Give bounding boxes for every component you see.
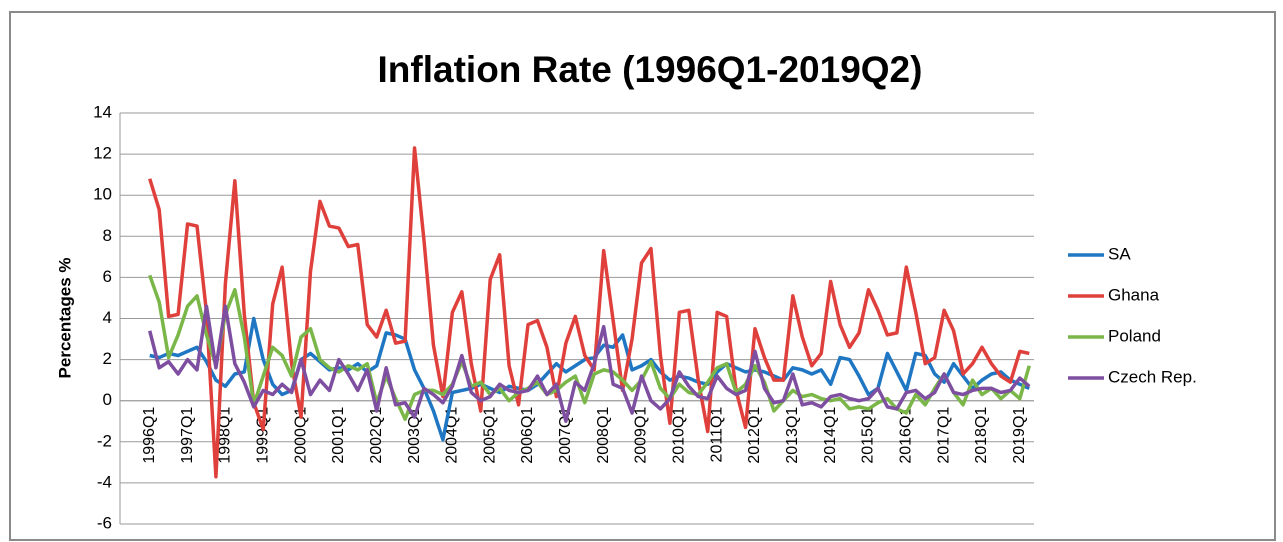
x-tick-label: 2005Q1 [481, 407, 498, 464]
x-tick-label: 2013Q1 [784, 407, 801, 464]
x-tick-label: 2011Q1 [708, 407, 725, 463]
x-tick-label: 2018Q1 [973, 407, 990, 464]
x-tick-label: 2001Q1 [330, 407, 347, 464]
y-tick-label: 0 [103, 390, 112, 409]
legend-label: Ghana [1108, 285, 1160, 304]
y-tick-label: 4 [103, 308, 112, 327]
x-tick-label: 2009Q1 [633, 407, 650, 464]
y-tick-label: -4 [97, 472, 112, 491]
series-line [148, 304, 1031, 423]
y-axis-label: Percentages % [55, 258, 74, 379]
legend-label: SA [1108, 244, 1131, 263]
y-tick-label: 8 [103, 226, 112, 245]
x-tick-label: 2006Q1 [519, 407, 536, 464]
legend-label: Czech Rep. [1108, 367, 1197, 386]
x-tick-label: 2012Q1 [746, 407, 763, 464]
series-line [148, 146, 1030, 479]
x-tick-label: 2016Q1 [898, 407, 915, 464]
x-tick-label: 2000Q1 [292, 407, 309, 464]
x-tick-label: 2014Q1 [822, 407, 839, 464]
y-tick-label: 6 [103, 267, 112, 286]
y-tick-label: -6 [97, 513, 112, 532]
y-tick-label: 12 [93, 144, 112, 163]
legend-label: Poland [1108, 326, 1161, 345]
x-tick-label: 2019Q1 [1011, 407, 1028, 464]
y-tick-label: 2 [103, 349, 112, 368]
x-tick-label: 1998Q1 [217, 407, 234, 464]
y-tick-label: -2 [97, 431, 112, 450]
x-tick-label: 1996Q1 [141, 407, 158, 464]
x-tick-label: 2002Q1 [368, 407, 385, 464]
x-tick-label: 2007Q1 [557, 407, 574, 464]
x-tick-label: 2003Q1 [406, 407, 423, 464]
x-tick-label: 1997Q1 [179, 407, 196, 464]
chart-border [9, 11, 1276, 541]
x-tick-label: 2017Q1 [935, 407, 952, 464]
x-tick-label: 2015Q1 [860, 407, 877, 464]
chart-title: Inflation Rate (1996Q1-2019Q2) [378, 49, 923, 90]
y-tick-label: 14 [93, 102, 112, 121]
y-tick-label: 10 [93, 185, 112, 204]
x-tick-label: 2010Q1 [671, 407, 688, 464]
x-tick-label: 2008Q1 [595, 407, 612, 464]
